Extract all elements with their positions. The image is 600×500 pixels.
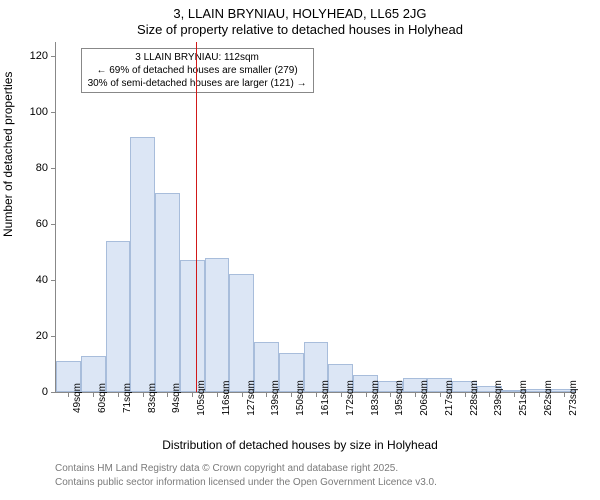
chart-container: 3, LLAIN BRYNIAU, HOLYHEAD, LL65 2JG Siz… xyxy=(0,0,600,500)
x-tick xyxy=(390,392,391,397)
x-tick xyxy=(316,392,317,397)
x-tick xyxy=(366,392,367,397)
y-tick xyxy=(51,336,56,337)
x-tick-label: 262sqm xyxy=(543,380,554,416)
y-tick xyxy=(51,168,56,169)
x-tick xyxy=(192,392,193,397)
y-tick xyxy=(51,392,56,393)
x-tick-label: 251sqm xyxy=(518,380,529,416)
x-axis-label: Distribution of detached houses by size … xyxy=(0,438,600,452)
annotation-line2: ← 69% of detached houses are smaller (27… xyxy=(88,64,307,77)
histogram-bar xyxy=(106,241,131,392)
x-tick xyxy=(143,392,144,397)
histogram-bar xyxy=(180,260,205,392)
y-tick-label: 40 xyxy=(36,274,48,286)
y-tick-label: 100 xyxy=(30,106,48,118)
reference-line xyxy=(196,42,198,392)
x-tick xyxy=(489,392,490,397)
y-tick-label: 60 xyxy=(36,218,48,230)
x-tick xyxy=(465,392,466,397)
plot-area: 3 LLAIN BRYNIAU: 112sqm ← 69% of detache… xyxy=(55,42,576,393)
chart-title-line1: 3, LLAIN BRYNIAU, HOLYHEAD, LL65 2JG xyxy=(0,6,600,21)
y-tick-label: 0 xyxy=(42,386,48,398)
footer-line2: Contains public sector information licen… xyxy=(55,477,437,488)
annotation-line1: 3 LLAIN BRYNIAU: 112sqm xyxy=(88,51,307,64)
x-tick xyxy=(564,392,565,397)
x-tick xyxy=(514,392,515,397)
x-tick xyxy=(415,392,416,397)
x-tick xyxy=(217,392,218,397)
y-tick xyxy=(51,280,56,281)
x-tick xyxy=(440,392,441,397)
y-tick-label: 20 xyxy=(36,330,48,342)
y-tick-label: 80 xyxy=(36,162,48,174)
x-tick xyxy=(118,392,119,397)
y-tick xyxy=(51,56,56,57)
x-tick-label: 239sqm xyxy=(493,380,504,416)
y-tick xyxy=(51,224,56,225)
x-tick xyxy=(93,392,94,397)
histogram-bar xyxy=(155,193,180,392)
footer-line1: Contains HM Land Registry data © Crown c… xyxy=(55,463,398,474)
annotation-box: 3 LLAIN BRYNIAU: 112sqm ← 69% of detache… xyxy=(81,48,314,93)
x-tick xyxy=(291,392,292,397)
histogram-bar xyxy=(229,274,254,392)
x-tick xyxy=(539,392,540,397)
annotation-line3: 30% of semi-detached houses are larger (… xyxy=(88,77,307,90)
y-axis-label: Number of detached properties xyxy=(1,72,15,237)
x-tick xyxy=(167,392,168,397)
y-tick xyxy=(51,112,56,113)
x-tick xyxy=(341,392,342,397)
chart-title-line2: Size of property relative to detached ho… xyxy=(0,22,600,37)
y-tick-label: 120 xyxy=(30,50,48,62)
x-tick xyxy=(68,392,69,397)
x-tick xyxy=(266,392,267,397)
histogram-bar xyxy=(130,137,155,392)
x-tick-label: 273sqm xyxy=(568,380,579,416)
x-tick xyxy=(242,392,243,397)
histogram-bar xyxy=(205,258,230,392)
